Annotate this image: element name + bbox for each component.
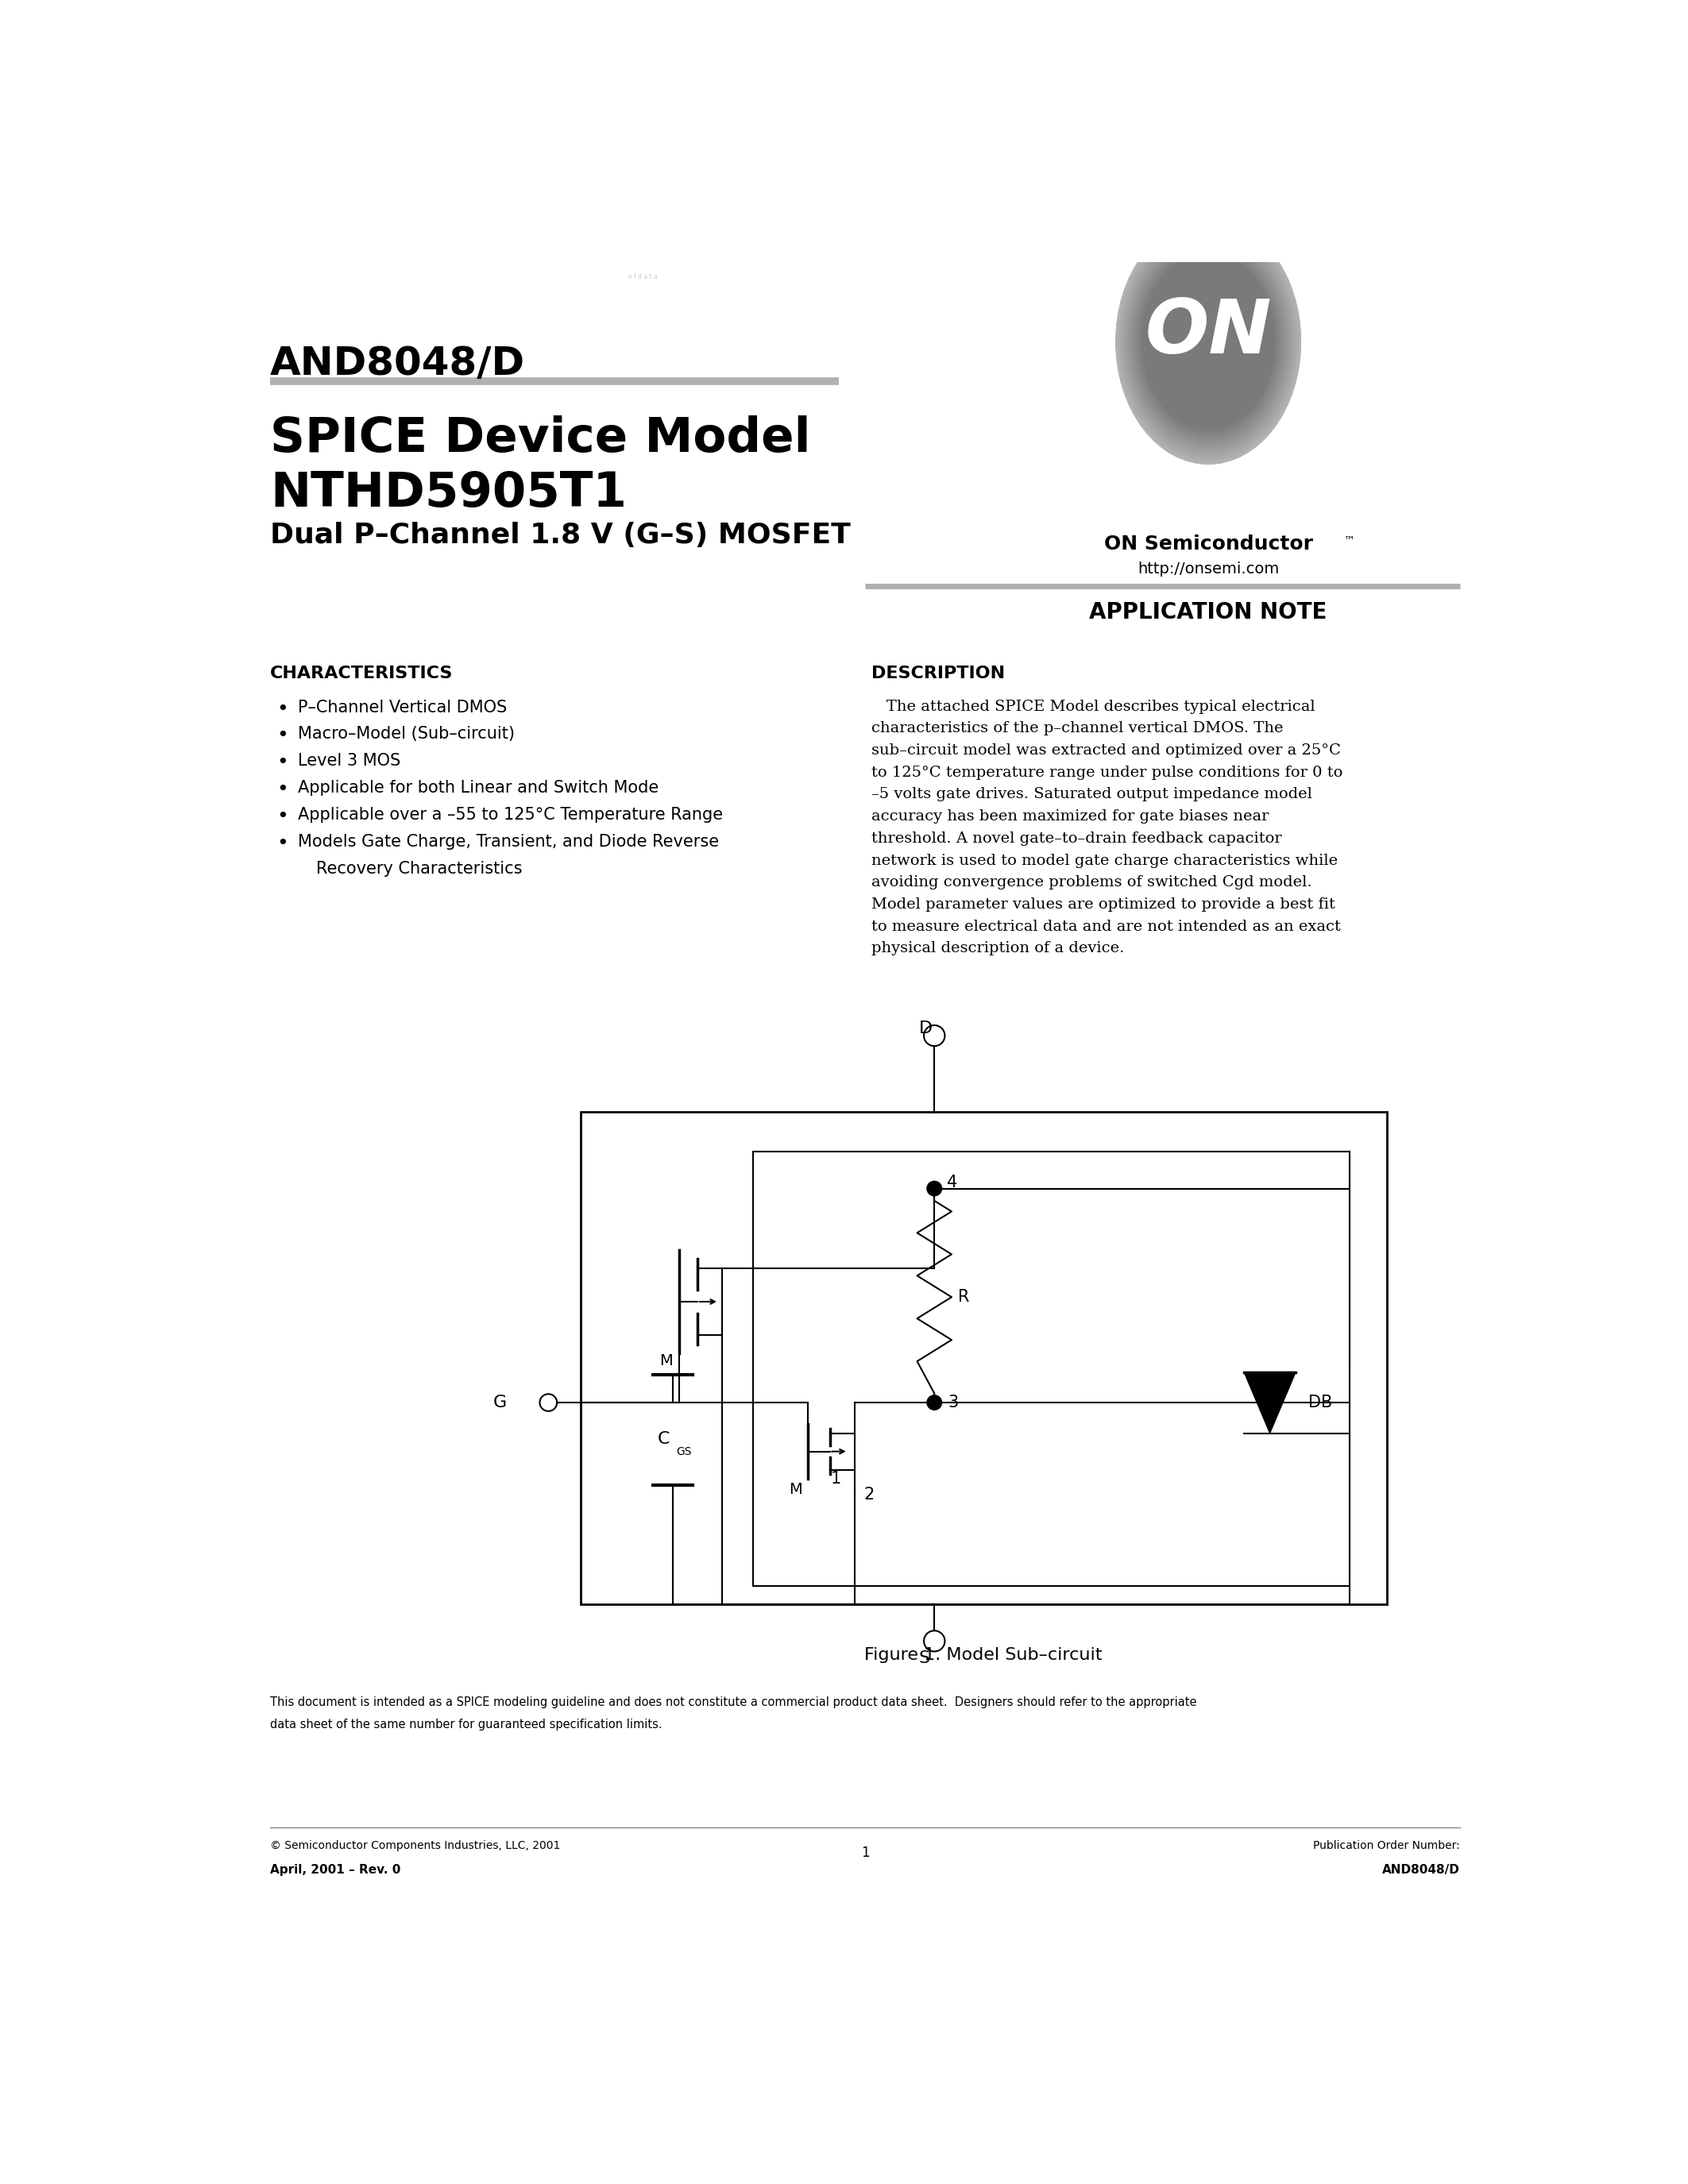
- Text: characteristics of the p–channel vertical DMOS. The: characteristics of the p–channel vertica…: [871, 721, 1283, 736]
- Text: •: •: [277, 834, 289, 854]
- Ellipse shape: [1117, 223, 1298, 461]
- Text: Models Gate Charge, Transient, and Diode Reverse: Models Gate Charge, Transient, and Diode…: [297, 834, 719, 850]
- Text: DESCRIPTION: DESCRIPTION: [871, 666, 1004, 681]
- Text: •: •: [277, 727, 289, 745]
- Text: threshold. A novel gate–to–drain feedback capacitor: threshold. A novel gate–to–drain feedbac…: [871, 832, 1281, 845]
- Text: data sheet of the same number for guaranteed specification limits.: data sheet of the same number for guaran…: [270, 1719, 662, 1730]
- Bar: [581, 1112, 1388, 1605]
- Text: AND8048/D: AND8048/D: [1382, 1865, 1460, 1876]
- Ellipse shape: [1117, 221, 1300, 463]
- Text: avoiding convergence problems of switched Cgd model.: avoiding convergence problems of switche…: [871, 876, 1312, 889]
- Ellipse shape: [1129, 236, 1288, 448]
- Text: This document is intended as a SPICE modeling guideline and does not constitute : This document is intended as a SPICE mod…: [270, 1697, 1197, 1708]
- Text: Publication Order Number:: Publication Order Number:: [1313, 1839, 1460, 1850]
- Text: to measure electrical data and are not intended as an exact: to measure electrical data and are not i…: [871, 919, 1340, 935]
- Circle shape: [927, 1182, 942, 1197]
- Ellipse shape: [1136, 245, 1281, 439]
- Ellipse shape: [1121, 227, 1295, 456]
- Ellipse shape: [1143, 256, 1274, 428]
- Text: •: •: [277, 753, 289, 773]
- Text: ™: ™: [1344, 535, 1355, 546]
- Text: DB: DB: [1308, 1396, 1332, 1411]
- Text: 2: 2: [864, 1487, 874, 1503]
- Text: AND8048/D: AND8048/D: [270, 345, 525, 382]
- Text: •: •: [277, 780, 289, 799]
- Text: physical description of a device.: physical description of a device.: [871, 941, 1124, 957]
- Text: o f d a t a: o f d a t a: [628, 273, 657, 280]
- Ellipse shape: [1138, 249, 1278, 435]
- Ellipse shape: [1116, 218, 1301, 463]
- Text: 1: 1: [830, 1472, 841, 1487]
- Text: ON: ON: [1144, 295, 1271, 369]
- Ellipse shape: [1121, 225, 1296, 459]
- Ellipse shape: [1128, 234, 1290, 450]
- Polygon shape: [1244, 1372, 1296, 1433]
- Text: Level 3 MOS: Level 3 MOS: [297, 753, 400, 769]
- Text: Applicable for both Linear and Switch Mode: Applicable for both Linear and Switch Mo…: [297, 780, 658, 795]
- Circle shape: [927, 1396, 942, 1411]
- Text: S: S: [918, 1651, 930, 1666]
- Text: http://onsemi.com: http://onsemi.com: [1138, 561, 1280, 577]
- Ellipse shape: [1124, 229, 1293, 452]
- Ellipse shape: [1139, 251, 1276, 432]
- Text: ON Semiconductor: ON Semiconductor: [1104, 535, 1313, 553]
- Ellipse shape: [1119, 225, 1296, 459]
- Text: M: M: [660, 1354, 674, 1369]
- Text: © Semiconductor Components Industries, LLC, 2001: © Semiconductor Components Industries, L…: [270, 1839, 560, 1850]
- Bar: [753, 1151, 1350, 1586]
- Ellipse shape: [1134, 242, 1283, 441]
- Ellipse shape: [1126, 232, 1291, 452]
- Text: Figure 1. Model Sub–circuit: Figure 1. Model Sub–circuit: [864, 1647, 1102, 1662]
- Ellipse shape: [1123, 227, 1295, 454]
- Ellipse shape: [1119, 223, 1298, 461]
- Text: CHARACTERISTICS: CHARACTERISTICS: [270, 666, 452, 681]
- Text: C: C: [657, 1431, 670, 1448]
- Text: Model parameter values are optimized to provide a best fit: Model parameter values are optimized to …: [871, 898, 1335, 911]
- Text: network is used to model gate charge characteristics while: network is used to model gate charge cha…: [871, 854, 1339, 867]
- Text: accuracy has been maximized for gate biases near: accuracy has been maximized for gate bia…: [871, 810, 1269, 823]
- Text: Macro–Model (Sub–circuit): Macro–Model (Sub–circuit): [297, 727, 515, 743]
- Text: The attached SPICE Model describes typical electrical: The attached SPICE Model describes typic…: [871, 699, 1315, 714]
- Ellipse shape: [1126, 234, 1291, 450]
- Ellipse shape: [1139, 249, 1278, 432]
- Text: R: R: [957, 1289, 969, 1306]
- Text: G: G: [493, 1396, 506, 1411]
- Ellipse shape: [1128, 236, 1288, 448]
- Text: Applicable over a –55 to 125°C Temperature Range: Applicable over a –55 to 125°C Temperatu…: [297, 806, 722, 823]
- Ellipse shape: [1133, 240, 1285, 441]
- Text: Recovery Characteristics: Recovery Characteristics: [316, 860, 522, 876]
- Ellipse shape: [1138, 247, 1280, 437]
- Text: 4: 4: [947, 1175, 957, 1190]
- Text: –5 volts gate drives. Saturated output impedance model: –5 volts gate drives. Saturated output i…: [871, 788, 1312, 802]
- Text: sub–circuit model was extracted and optimized over a 25°C: sub–circuit model was extracted and opti…: [871, 743, 1340, 758]
- Text: APPLICATION NOTE: APPLICATION NOTE: [1089, 601, 1327, 625]
- Text: NTHD5905T1: NTHD5905T1: [270, 470, 626, 518]
- Text: 3: 3: [949, 1396, 959, 1411]
- Ellipse shape: [1116, 218, 1301, 463]
- Ellipse shape: [1136, 247, 1280, 437]
- Ellipse shape: [1123, 229, 1293, 454]
- Text: GS: GS: [675, 1446, 692, 1457]
- Text: •: •: [277, 806, 289, 826]
- Text: M: M: [788, 1483, 802, 1498]
- Text: P–Channel Vertical DMOS: P–Channel Vertical DMOS: [297, 699, 506, 714]
- Text: to 125°C temperature range under pulse conditions for 0 to: to 125°C temperature range under pulse c…: [871, 764, 1344, 780]
- Ellipse shape: [1141, 253, 1276, 430]
- Text: April, 2001 – Rev. 0: April, 2001 – Rev. 0: [270, 1865, 400, 1876]
- Ellipse shape: [1129, 238, 1286, 446]
- Text: •: •: [277, 699, 289, 719]
- Ellipse shape: [1131, 238, 1286, 443]
- Text: 1: 1: [861, 1845, 869, 1861]
- Ellipse shape: [1131, 240, 1285, 443]
- Text: D: D: [918, 1020, 932, 1035]
- Text: Dual P–Channel 1.8 V (G–S) MOSFET: Dual P–Channel 1.8 V (G–S) MOSFET: [270, 522, 851, 548]
- Ellipse shape: [1134, 245, 1283, 439]
- Ellipse shape: [1141, 253, 1274, 430]
- Text: SPICE Device Model: SPICE Device Model: [270, 415, 810, 461]
